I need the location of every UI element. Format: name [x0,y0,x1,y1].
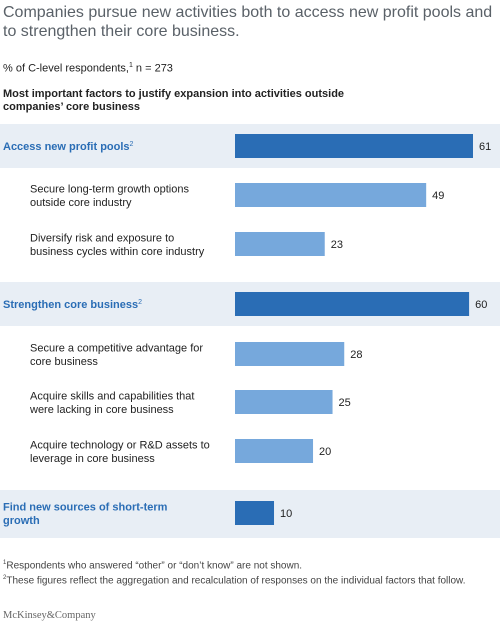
category-label-2: Secure long-term growth options outside c… [30,183,189,209]
bar-7 [235,439,314,463]
source-logo: McKinsey&Company [3,610,96,621]
chart-heading: Most important factors to justify expans… [3,88,345,113]
category-label-7: Acquire technology or R&D assets to lever… [30,439,210,465]
category-label-4: Strengthen core business2 [3,299,142,311]
chart-subtitle: % of C-level respondents,1 n = 273 [3,62,173,75]
value-label-6: 25 [339,397,351,409]
subtitle-text: % of C-level respondents, [3,62,129,75]
bar-4 [235,292,470,316]
bar-chart: 61 Access new profit pools2 49 Secure long-… [0,124,500,538]
footnote-1: 1Respondents who answered “other” or “do… [3,560,303,572]
bar-6 [235,390,333,414]
bar-5 [235,342,345,366]
subtitle-sample-size: n = 273 [135,62,173,75]
bar-3 [235,232,325,256]
footnote-2: 2These figures reflect the aggregation a… [3,575,466,587]
category-label-3: Diversify risk and exposure to business c… [30,232,205,258]
bar-8 [235,501,275,525]
value-label-4: 60 [475,299,487,311]
category-label-1: Access new profit pools2 [3,141,134,153]
chart-title: Companies pursue new activities both to … [3,4,493,40]
value-label-1: 61 [479,141,491,153]
value-label-7: 20 [319,446,331,458]
category-label-6: Acquire skills and capabilities that were… [29,390,194,416]
category-label-5: Secure a competitive advantage for core b… [30,342,203,368]
value-label-3: 23 [331,239,343,251]
bar-2 [235,183,427,207]
bar-1 [235,134,473,158]
footnotes: 1Respondents who answered “other” or “do… [3,557,493,588]
value-label-8: 10 [280,508,292,520]
value-label-5: 28 [350,349,362,361]
value-label-2: 49 [432,190,444,202]
subtitle-footnote-mark: 1 [128,62,133,69]
category-label-8: Find new sources of short-term growth [3,501,168,527]
